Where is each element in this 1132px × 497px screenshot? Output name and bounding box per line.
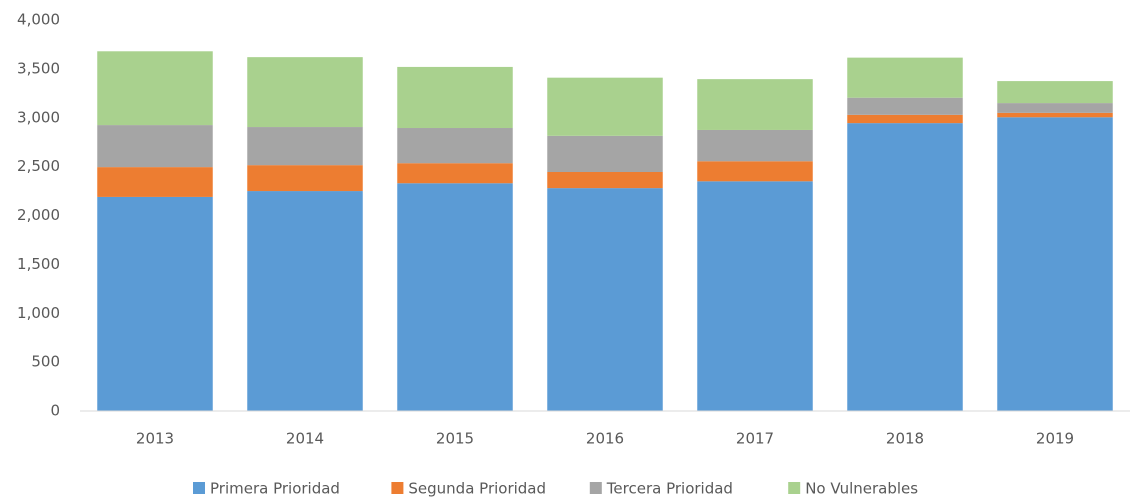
bar-segment bbox=[97, 51, 213, 126]
bar-segment bbox=[847, 97, 963, 115]
bar-segment bbox=[997, 103, 1113, 113]
bar-segment bbox=[397, 183, 513, 411]
bar-segment bbox=[97, 196, 213, 411]
y-tick-label: 3,500 bbox=[17, 59, 60, 77]
bar-segment bbox=[847, 57, 963, 98]
bar-segment bbox=[247, 165, 363, 192]
bar-segment bbox=[547, 77, 663, 136]
y-tick-label: 2,000 bbox=[17, 206, 60, 224]
legend-label: Tercera Prioridad bbox=[606, 480, 733, 497]
y-tick-label: 4,000 bbox=[17, 11, 60, 29]
x-tick-label: 2015 bbox=[436, 430, 474, 448]
legend-label: No Vulnerables bbox=[805, 480, 918, 497]
bar-segment bbox=[997, 117, 1113, 411]
bar-segment bbox=[697, 129, 813, 162]
x-tick-label: 2016 bbox=[586, 430, 624, 448]
legend-swatch bbox=[788, 482, 801, 494]
bar-segment bbox=[697, 161, 813, 182]
y-tick-label: 2,500 bbox=[17, 157, 60, 175]
y-tick-label: 500 bbox=[31, 353, 60, 371]
bar-segment bbox=[97, 125, 213, 168]
y-tick-label: 3,000 bbox=[17, 108, 60, 126]
bar-segment bbox=[547, 188, 663, 411]
bar-segment bbox=[547, 135, 663, 173]
bar-segment bbox=[397, 163, 513, 184]
x-tick-label: 2017 bbox=[736, 430, 774, 448]
bar-segment bbox=[397, 66, 513, 129]
y-tick-label: 1,000 bbox=[17, 304, 60, 322]
bar-segment bbox=[847, 123, 963, 411]
bar-segment bbox=[547, 172, 663, 189]
legend-swatch bbox=[391, 482, 404, 494]
legend-label: Primera Prioridad bbox=[210, 480, 340, 497]
bar-segment bbox=[997, 112, 1113, 118]
bar-segment bbox=[697, 79, 813, 130]
bar-segment bbox=[247, 127, 363, 166]
bar-segment bbox=[697, 181, 813, 411]
x-tick-label: 2013 bbox=[136, 430, 174, 448]
bar-segment bbox=[997, 81, 1113, 104]
bar-segment bbox=[97, 167, 213, 197]
y-tick-label: 1,500 bbox=[17, 255, 60, 273]
legend-swatch bbox=[589, 482, 602, 494]
x-tick-label: 2019 bbox=[1036, 430, 1074, 448]
x-tick-label: 2014 bbox=[286, 430, 324, 448]
y-tick-label: 0 bbox=[50, 402, 60, 420]
legend-swatch bbox=[193, 482, 205, 494]
bar-segment bbox=[247, 191, 363, 411]
bar-segment bbox=[847, 114, 963, 124]
bar-segment bbox=[247, 57, 363, 128]
x-tick-label: 2018 bbox=[886, 430, 924, 448]
bar-segment bbox=[397, 128, 513, 164]
legend-label: Segunda Prioridad bbox=[408, 480, 546, 497]
